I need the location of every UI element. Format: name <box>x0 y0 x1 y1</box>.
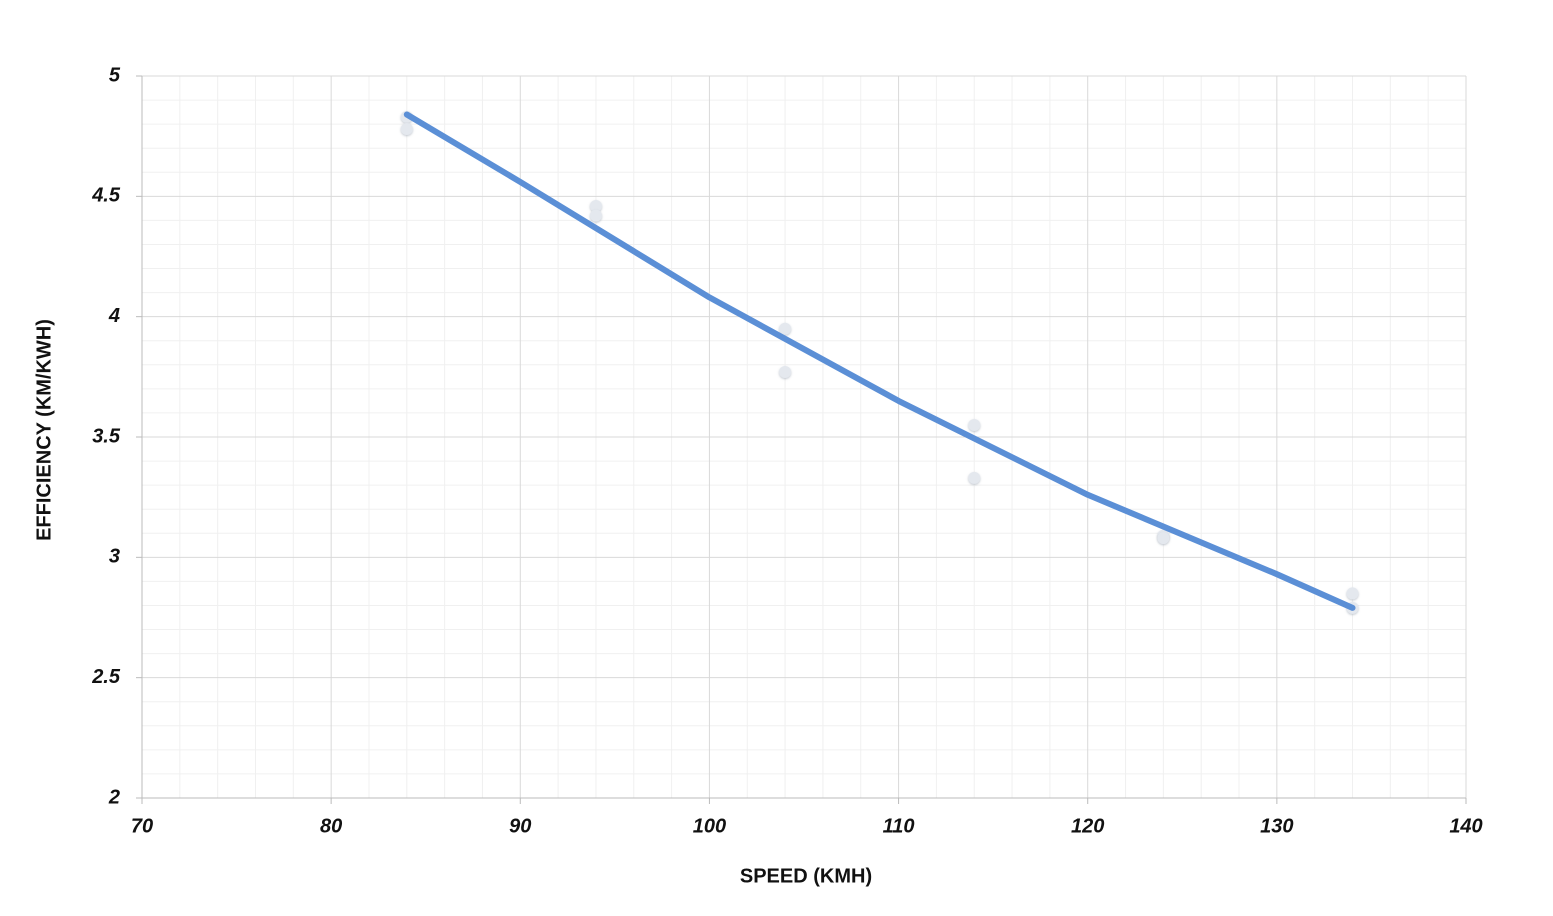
data-point <box>779 322 792 335</box>
y-tick-label: 4 <box>108 305 120 327</box>
y-tick-label: 2.5 <box>91 666 121 688</box>
x-tick-label: 100 <box>693 815 726 837</box>
x-tick-label: 110 <box>883 815 915 837</box>
x-tick-label: 70 <box>131 815 153 837</box>
data-point <box>589 199 602 212</box>
x-tick-label: 120 <box>1071 815 1104 837</box>
y-tick-label: 5 <box>109 64 121 86</box>
y-axis-title: EFFICIENCY (KM/KWH) <box>33 319 55 541</box>
y-tick-label: 2 <box>108 786 120 808</box>
y-tick-label: 3.5 <box>92 425 121 447</box>
data-point <box>589 209 602 222</box>
x-tick-label: 80 <box>320 815 342 837</box>
x-tick-label: 130 <box>1260 815 1293 837</box>
x-tick-label: 90 <box>509 815 531 837</box>
data-point <box>779 366 792 379</box>
y-tick-label: 4.5 <box>91 185 121 207</box>
data-point <box>1157 532 1170 545</box>
x-axis-title: SPEED (KMH) <box>740 865 872 887</box>
data-point <box>1346 587 1359 600</box>
y-tick-label: 3 <box>109 546 120 568</box>
data-point <box>400 122 413 135</box>
x-tick-label: 140 <box>1449 815 1482 837</box>
data-point <box>968 418 981 431</box>
trend-line <box>403 111 1356 611</box>
data-point <box>968 471 981 484</box>
